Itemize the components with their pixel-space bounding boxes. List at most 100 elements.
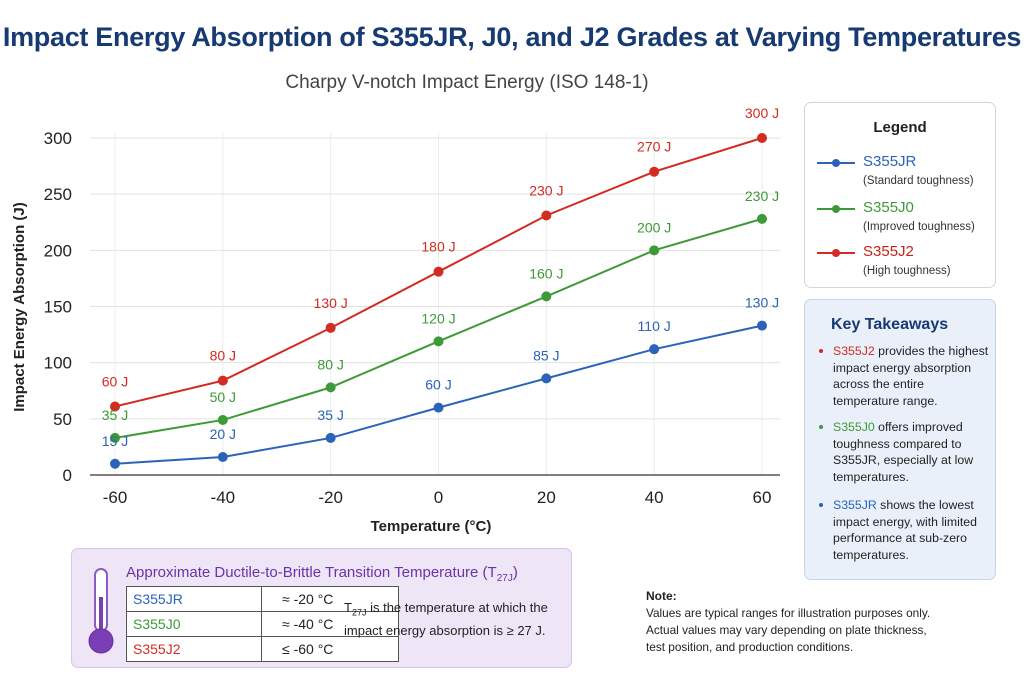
x-tick-label: 60 (753, 488, 772, 507)
data-point (433, 402, 444, 413)
data-point (649, 344, 660, 355)
data-label: 35 J (317, 407, 343, 423)
takeaway-grade: S355JR (833, 498, 877, 512)
data-labels: 15 J 20 J 35 J 60 J 85 J 110 J 130 J 35 J 50 J 80… (102, 105, 779, 449)
key-takeaways-panel: Key Takeaways S355J2 provides the highes… (804, 299, 996, 580)
legend-item-s355j0: S355J0 (Improved toughness) (817, 199, 992, 239)
data-label: 120 J (421, 310, 455, 326)
takeaway-text: offers improved toughness compared to S3… (833, 420, 974, 484)
y-tick-label: 100 (44, 354, 72, 373)
x-tick-label: -40 (211, 488, 236, 507)
grade-cell: S355JR (126, 586, 262, 612)
data-point (433, 266, 444, 277)
chart-title: Impact Energy Absorption of S355JR, J0, … (2, 22, 1022, 52)
chart-subtitle: Charpy V-notch Impact Energy (ISO 148-1) (285, 72, 649, 93)
data-label: 60 J (425, 377, 451, 393)
transition-temperature-note: T27J is the temperature at which the imp… (344, 600, 548, 638)
data-label: 300 J (745, 105, 779, 121)
takeaway-text: shows the lowest impact energy, with lim… (833, 498, 977, 562)
x-tick-label: -20 (318, 488, 343, 507)
thermometer-icon (88, 568, 114, 654)
grade-cell: S355J2 (126, 636, 262, 662)
data-point (217, 375, 228, 386)
data-point (110, 401, 120, 412)
y-tick-label: 0 (63, 466, 72, 485)
data-point (110, 458, 120, 469)
note-title: Note: (646, 589, 677, 603)
grade-cell: S355J0 (126, 611, 262, 637)
key-takeaways-title: Key Takeaways (831, 316, 949, 333)
axes: 0 50 100 150 200 250 300 -60 -40 -20 0 20 40 60 Temper… (11, 129, 780, 535)
x-axis-label: Temperature (°C) (371, 518, 492, 535)
data-point (757, 320, 767, 331)
data-label: 35 J (102, 407, 128, 423)
data-point (541, 291, 552, 302)
y-axis-label: Impact Energy Absorption (J) (11, 202, 28, 411)
note-line: test position, and production conditions… (646, 640, 854, 654)
x-tick-label: 20 (537, 488, 556, 507)
data-point (110, 432, 120, 443)
y-tick-label: 50 (53, 410, 72, 429)
data-point (541, 210, 552, 221)
transition-temperature-panel: Approximate Ductile-to-Brittle Transitio… (71, 548, 572, 668)
note-line: Actual values may vary depending on plat… (646, 623, 927, 637)
data-label: 60 J (102, 373, 128, 389)
data-label: 200 J (637, 219, 671, 235)
value-cell: ≈ -20 °C (261, 586, 399, 612)
legend-title: Legend (873, 119, 927, 136)
legend-name: S355J0 (863, 199, 914, 216)
data-label: 110 J (638, 318, 671, 334)
data-label: 15 J (102, 433, 128, 449)
x-tick-label: 0 (434, 488, 443, 507)
legend-name: S355JR (863, 153, 917, 170)
bullet-icon (819, 425, 823, 429)
legend-item-s355jr: S355JR (Standard toughness) (817, 153, 992, 193)
table-row: S355JR ≈ -20 °C (126, 586, 399, 612)
data-label: 180 J (421, 239, 455, 255)
data-label: 130 J (314, 295, 348, 311)
table-row: S355J2 ≤ -60 °C (126, 636, 399, 662)
note-line: Values are typical ranges for illustrati… (646, 606, 931, 620)
data-label: 230 J (745, 188, 779, 204)
transition-temperature-title: Approximate Ductile-to-Brittle Transitio… (126, 564, 518, 584)
data-point (217, 452, 228, 463)
bullet-icon (819, 349, 823, 353)
y-tick-label: 300 (44, 129, 72, 148)
x-tick-label: -60 (103, 488, 128, 507)
data-point (325, 432, 336, 443)
legend: Legend S355JR (Standard toughness) S355J… (804, 102, 996, 288)
data-point (649, 166, 660, 177)
transition-temperature-table: S355JR ≈ -20 °C S355J0 ≈ -40 °C S355J2 ≤… (126, 586, 399, 662)
data-point (325, 322, 336, 333)
data-point (757, 133, 767, 143)
takeaway-item: S355J0 offers improved toughness compare… (819, 419, 989, 485)
data-point (757, 213, 767, 224)
data-label: 50 J (210, 389, 236, 405)
legend-desc: (Improved toughness) (863, 221, 975, 233)
legend-desc: (Standard toughness) (863, 175, 974, 187)
y-tick-label: 250 (44, 185, 72, 204)
legend-desc: (High toughness) (863, 265, 951, 277)
data-label: 160 J (529, 265, 563, 281)
data-label: 80 J (317, 356, 343, 372)
takeaway-text: provides the highest impact energy absor… (833, 344, 989, 408)
takeaway-item: S355J2 provides the highest impact energ… (819, 343, 989, 409)
takeaway-grade: S355J0 (833, 420, 875, 434)
data-label: 80 J (210, 348, 236, 364)
data-label: 270 J (637, 139, 671, 155)
grid-lines (90, 133, 780, 476)
data-label: 230 J (529, 183, 563, 199)
data-label: 20 J (210, 426, 236, 442)
takeaway-grade: S355J2 (833, 344, 875, 358)
bullet-icon (819, 503, 823, 507)
legend-item-s355j2: S355J2 (High toughness) (817, 243, 992, 283)
data-point (217, 414, 228, 425)
data-label: 130 J (745, 295, 779, 311)
data-point (433, 336, 444, 347)
x-tick-label: 40 (645, 488, 664, 507)
value-cell: ≤ -60 °C (261, 636, 399, 662)
data-point (325, 382, 336, 393)
data-point (541, 373, 552, 384)
footnote: Note: Values are typical ranges for illu… (646, 588, 976, 656)
